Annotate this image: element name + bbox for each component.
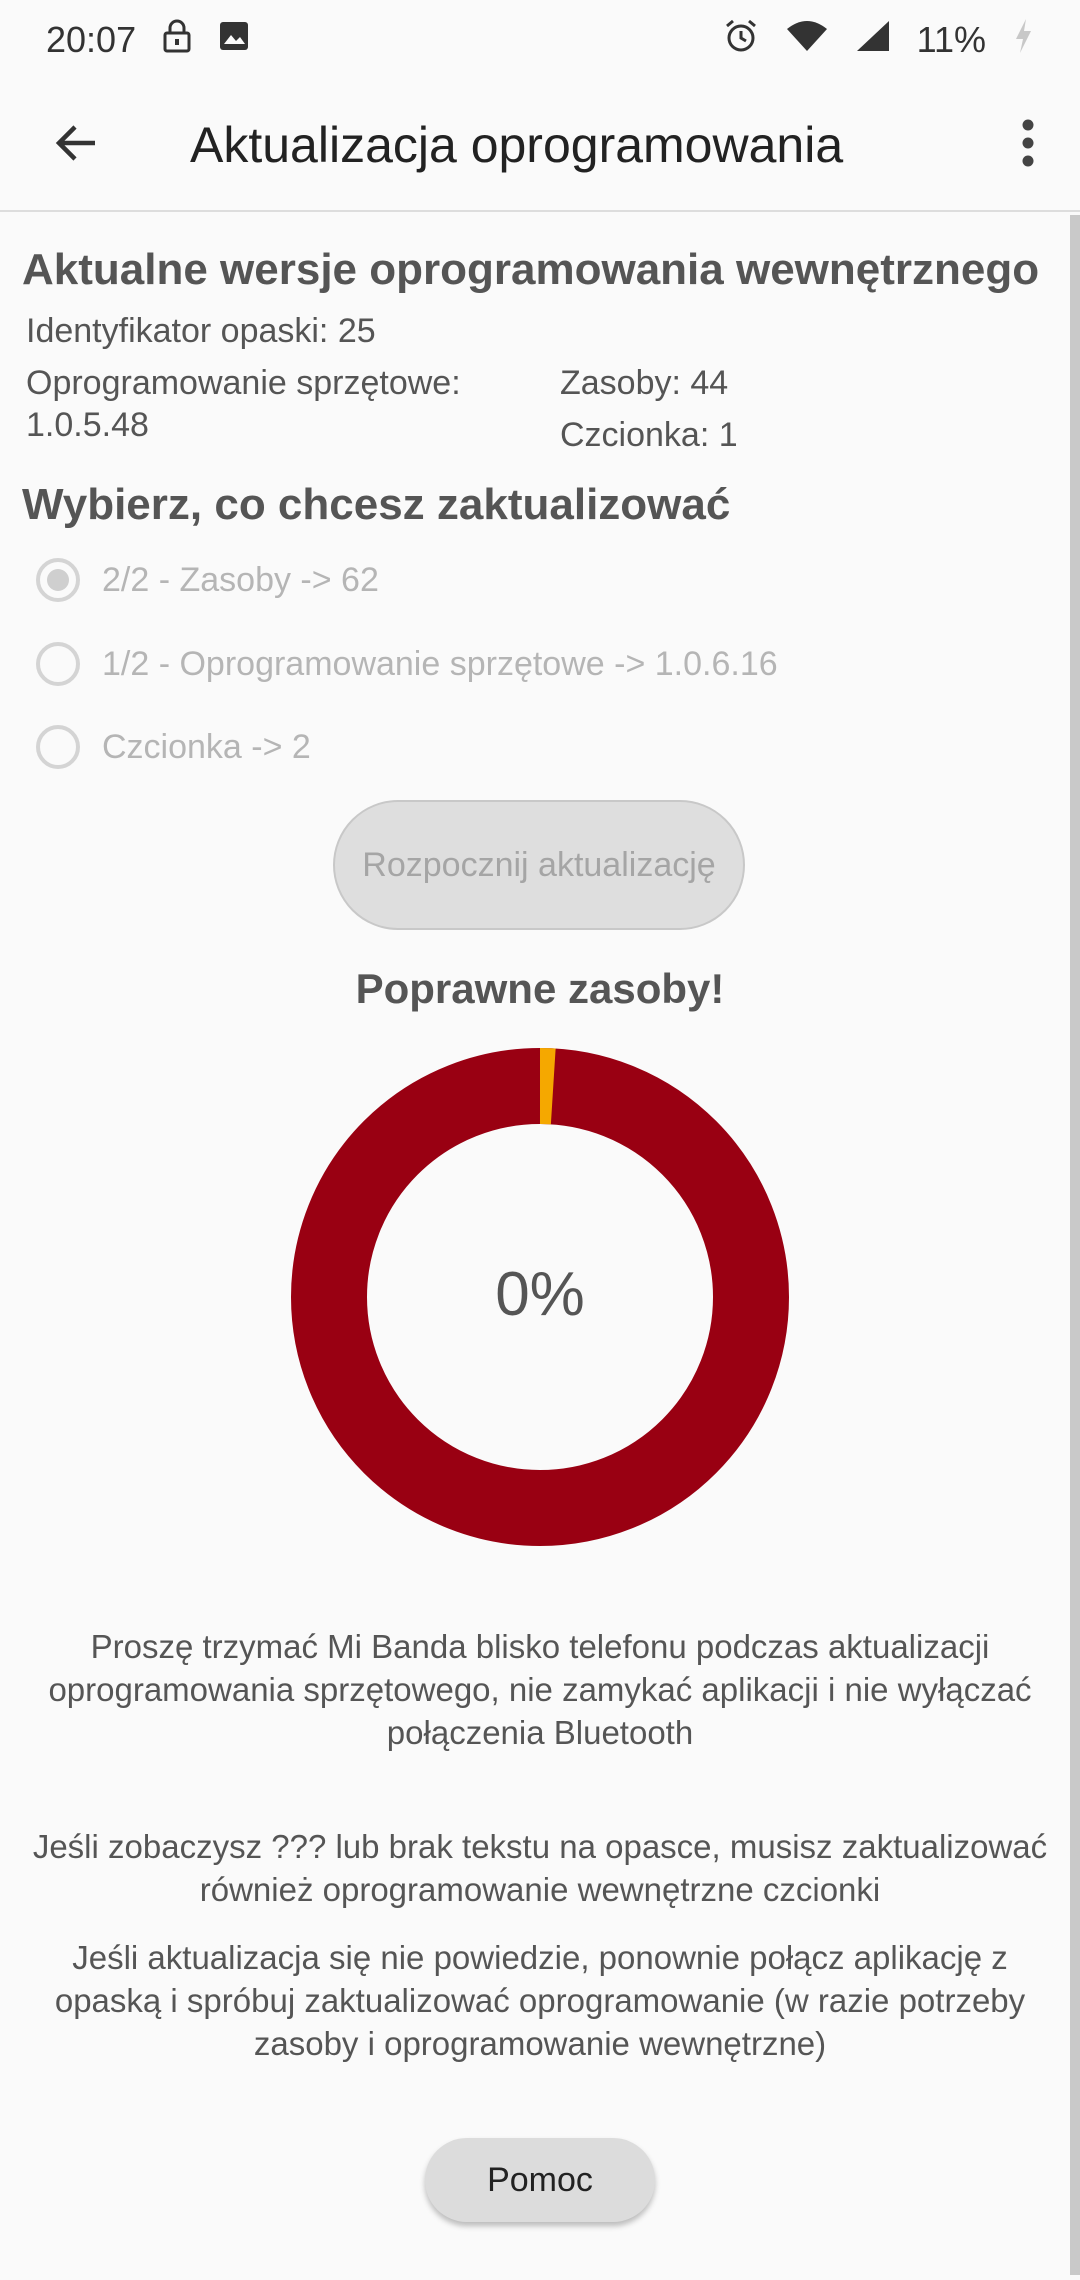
- radio-unchecked[interactable]: [36, 642, 80, 686]
- lock-icon: [162, 19, 192, 62]
- alarm-icon: [723, 18, 759, 63]
- signal-icon: [855, 19, 891, 62]
- more-vertical-icon: [1022, 119, 1034, 167]
- status-bar: 20:07: [0, 0, 1080, 80]
- status-message: Poprawne zasoby!: [355, 965, 725, 1012]
- scrollbar[interactable]: [1070, 215, 1080, 2275]
- help-button[interactable]: Pomoc: [425, 2138, 655, 2222]
- option-resources[interactable]: 2/2 - Zasoby -> 62: [36, 553, 379, 607]
- progress-ring-svg: 0%: [291, 1048, 789, 1546]
- option-font[interactable]: Czcionka -> 2: [36, 720, 311, 774]
- overflow-menu-button[interactable]: [1000, 110, 1056, 176]
- resources-version: Zasoby: 44: [560, 364, 729, 402]
- page-title: Aktualizacja oprogramowania: [190, 117, 844, 173]
- arrow-left-icon: [55, 125, 95, 161]
- progress-percent: 0%: [495, 1260, 585, 1329]
- battery-charging-icon: [1012, 17, 1034, 64]
- option-label: 2/2 - Zasoby -> 62: [102, 560, 379, 599]
- wifi-icon: [785, 19, 829, 62]
- firmware-label: Oprogramowanie sprzętowe:: [26, 364, 461, 402]
- image-icon: [218, 19, 250, 61]
- back-button[interactable]: [44, 110, 110, 176]
- note-keep-close: Proszę trzymać Mi Banda blisko telefonu …: [48, 1628, 1032, 1751]
- font-version: Czcionka: 1: [560, 416, 738, 454]
- band-id: Identyfikator opaski: 25: [26, 312, 376, 350]
- status-bar-left: 20:07: [46, 19, 250, 62]
- radio-checked[interactable]: [36, 558, 80, 602]
- start-update-button[interactable]: Rozpocznij aktualizację: [333, 800, 745, 930]
- note-font-update: Jeśli zobaczysz ??? lub brak tekstu na o…: [32, 1828, 1048, 1908]
- firmware-value: 1.0.5.48: [26, 406, 149, 444]
- choose-title: Wybierz, co chcesz zaktualizować: [22, 480, 731, 529]
- status-bar-right: 11%: [723, 17, 1034, 64]
- option-label: Czcionka -> 2: [102, 727, 311, 766]
- progress-ring: 0%: [288, 1045, 792, 1549]
- option-label: 1/2 - Oprogramowanie sprzętowe -> 1.0.6.…: [102, 644, 778, 683]
- option-firmware[interactable]: 1/2 - Oprogramowanie sprzętowe -> 1.0.6.…: [36, 637, 778, 691]
- radio-unchecked[interactable]: [36, 725, 80, 769]
- note-retry: Jeśli aktualizacja się nie powiedzie, po…: [54, 1939, 1026, 2062]
- status-time: 20:07: [46, 19, 137, 60]
- current-versions-title: Aktualne wersje oprogramowania wewnętrzn…: [22, 245, 1040, 294]
- battery-text: 11%: [916, 19, 986, 60]
- app-bar: Aktualizacja oprogramowania: [0, 80, 1080, 212]
